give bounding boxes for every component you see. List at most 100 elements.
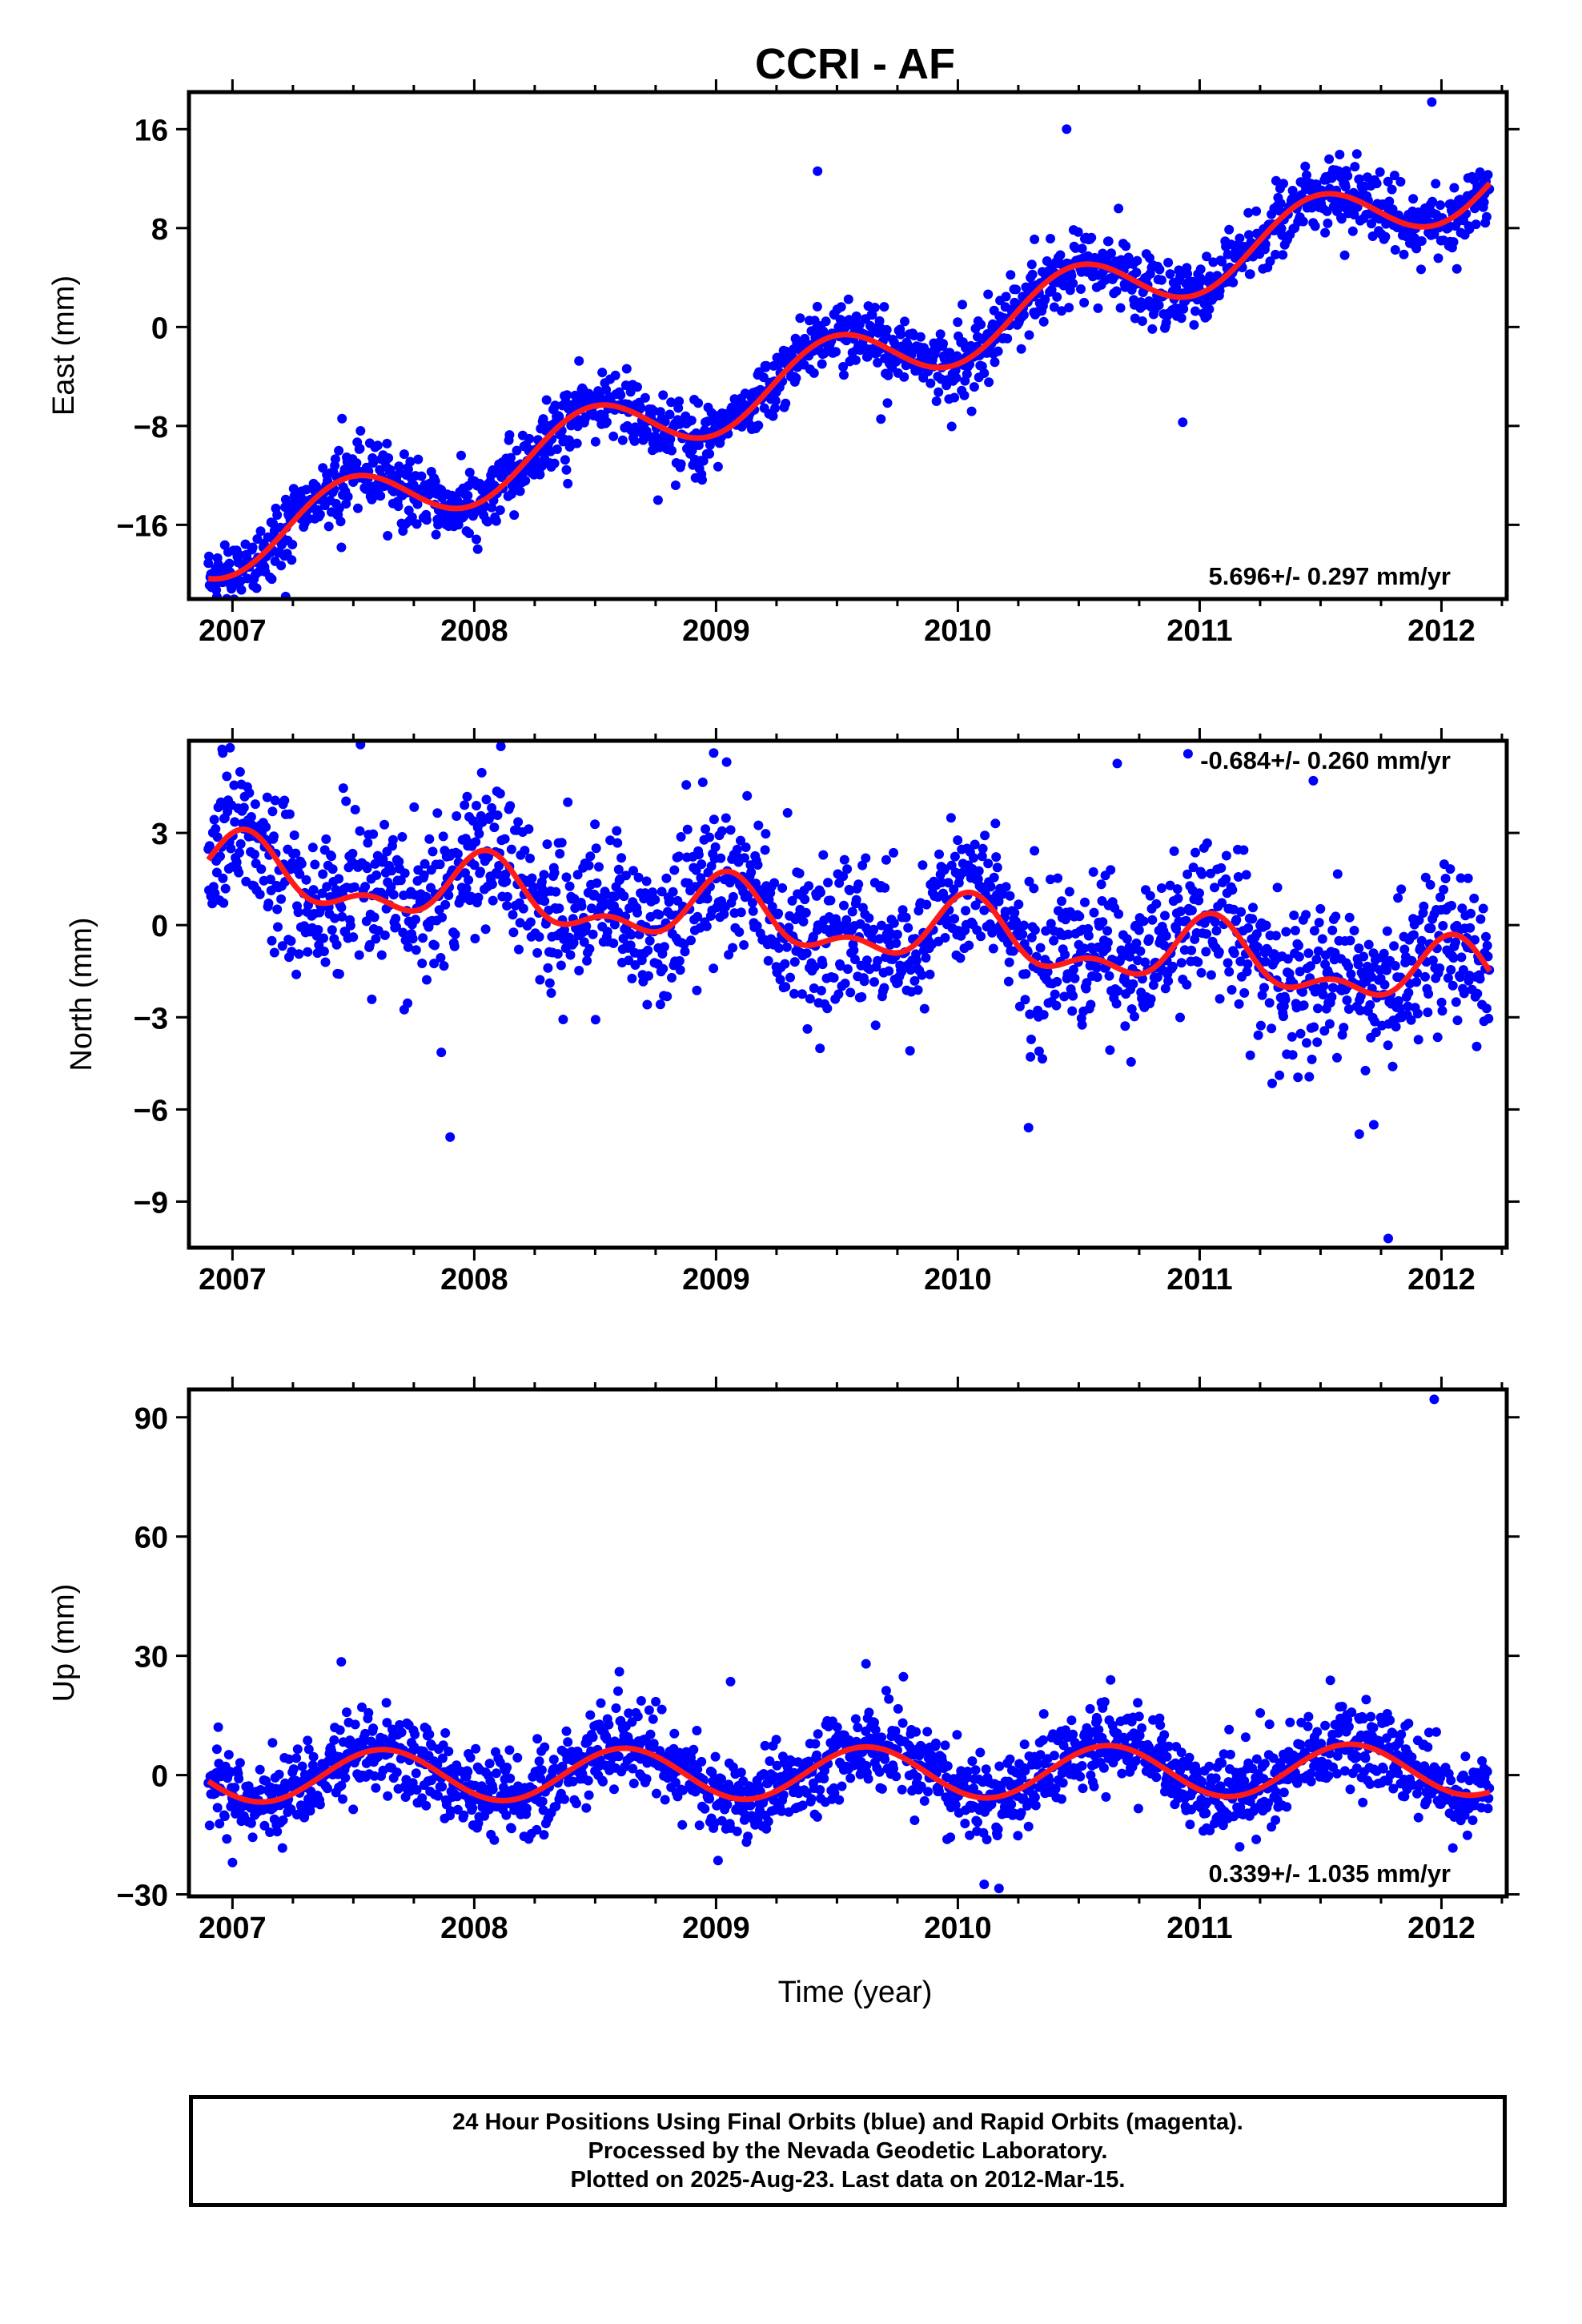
north-point	[403, 998, 413, 1008]
east-point	[601, 417, 612, 428]
north-point	[884, 966, 894, 976]
north-point	[341, 796, 351, 806]
north-outlier-point	[1383, 1233, 1393, 1244]
north-point	[327, 851, 336, 862]
up-point	[505, 1773, 516, 1783]
north-point	[331, 939, 342, 950]
up-point	[501, 1810, 512, 1820]
north-point	[1259, 983, 1269, 993]
north-point	[397, 832, 408, 842]
north-point	[496, 742, 506, 751]
north-point	[1026, 1051, 1036, 1062]
up-point	[697, 1756, 707, 1767]
north-point	[551, 887, 561, 897]
east-point	[315, 509, 325, 520]
north-point	[1196, 967, 1207, 978]
north-point	[1160, 983, 1170, 994]
up-point	[278, 1815, 288, 1825]
east-point	[1046, 234, 1055, 243]
north-point	[1079, 943, 1090, 954]
north-point	[336, 903, 347, 913]
north-point	[1243, 923, 1254, 933]
north-point	[970, 839, 980, 850]
north-point	[1214, 947, 1224, 957]
north-point	[889, 847, 898, 858]
up-point	[292, 1744, 303, 1755]
north-point	[1383, 1040, 1393, 1051]
north-point	[480, 924, 491, 935]
up-point	[628, 1763, 638, 1774]
up-point	[563, 1737, 573, 1747]
east-point	[1324, 154, 1335, 164]
east-point	[590, 436, 600, 447]
east-point	[687, 445, 697, 456]
up-point	[1035, 1750, 1046, 1760]
north-rate-label: -0.684+/- 0.260 mm/yr	[1200, 746, 1451, 774]
north-point	[525, 917, 536, 927]
up-point	[534, 1756, 544, 1767]
north-point	[586, 903, 596, 914]
north-point	[1120, 1021, 1130, 1031]
north-point	[1330, 947, 1340, 958]
east-point	[394, 461, 404, 472]
east-point	[1066, 271, 1077, 281]
up-point	[336, 1780, 347, 1791]
north-point	[702, 894, 713, 904]
north-point	[1445, 864, 1456, 875]
north-point	[556, 838, 567, 848]
north-point	[1359, 951, 1369, 962]
east-point	[1340, 182, 1351, 192]
up-point	[1057, 1794, 1066, 1804]
east-point	[1114, 203, 1124, 214]
north-point	[1052, 976, 1062, 987]
east-point	[705, 448, 715, 459]
north-point	[1414, 915, 1424, 925]
east-point	[456, 450, 466, 460]
east-x-tick-label: 2012	[1407, 614, 1476, 648]
north-point	[590, 819, 600, 830]
up-point	[1005, 1754, 1015, 1764]
north-point	[781, 982, 791, 992]
up-point	[230, 1783, 240, 1793]
north-point	[1128, 979, 1138, 989]
east-point	[1228, 277, 1239, 287]
north-point	[540, 896, 550, 907]
north-point	[1014, 1001, 1025, 1011]
north-point	[481, 794, 492, 805]
east-point	[1390, 245, 1400, 255]
north-point	[272, 904, 283, 915]
north-point	[809, 962, 820, 972]
north-point	[1363, 939, 1374, 950]
north-point	[1314, 918, 1324, 927]
up-point	[491, 1768, 501, 1779]
east-point	[1068, 278, 1078, 288]
north-point	[1188, 862, 1199, 873]
north-point	[1018, 929, 1028, 939]
north-model-line	[206, 826, 1492, 998]
up-point	[1017, 1773, 1027, 1783]
north-point	[1063, 929, 1074, 939]
north-point	[568, 938, 579, 948]
north-point	[986, 882, 996, 892]
up-point	[219, 1811, 230, 1821]
north-point	[773, 943, 784, 953]
north-point	[1451, 997, 1461, 1007]
north-point	[734, 927, 745, 937]
up-point	[641, 1774, 652, 1784]
north-point	[1030, 925, 1040, 935]
north-point	[321, 834, 331, 844]
east-point	[617, 435, 628, 445]
north-point	[215, 851, 225, 862]
east-point	[1363, 172, 1372, 183]
north-point	[585, 851, 596, 862]
north-point	[1253, 1030, 1263, 1040]
up-point	[452, 1791, 463, 1802]
up-point	[877, 1732, 887, 1743]
north-point	[643, 945, 653, 955]
north-point	[903, 923, 913, 933]
up-point	[813, 1729, 823, 1739]
up-point	[234, 1774, 244, 1783]
east-point	[1302, 170, 1311, 180]
